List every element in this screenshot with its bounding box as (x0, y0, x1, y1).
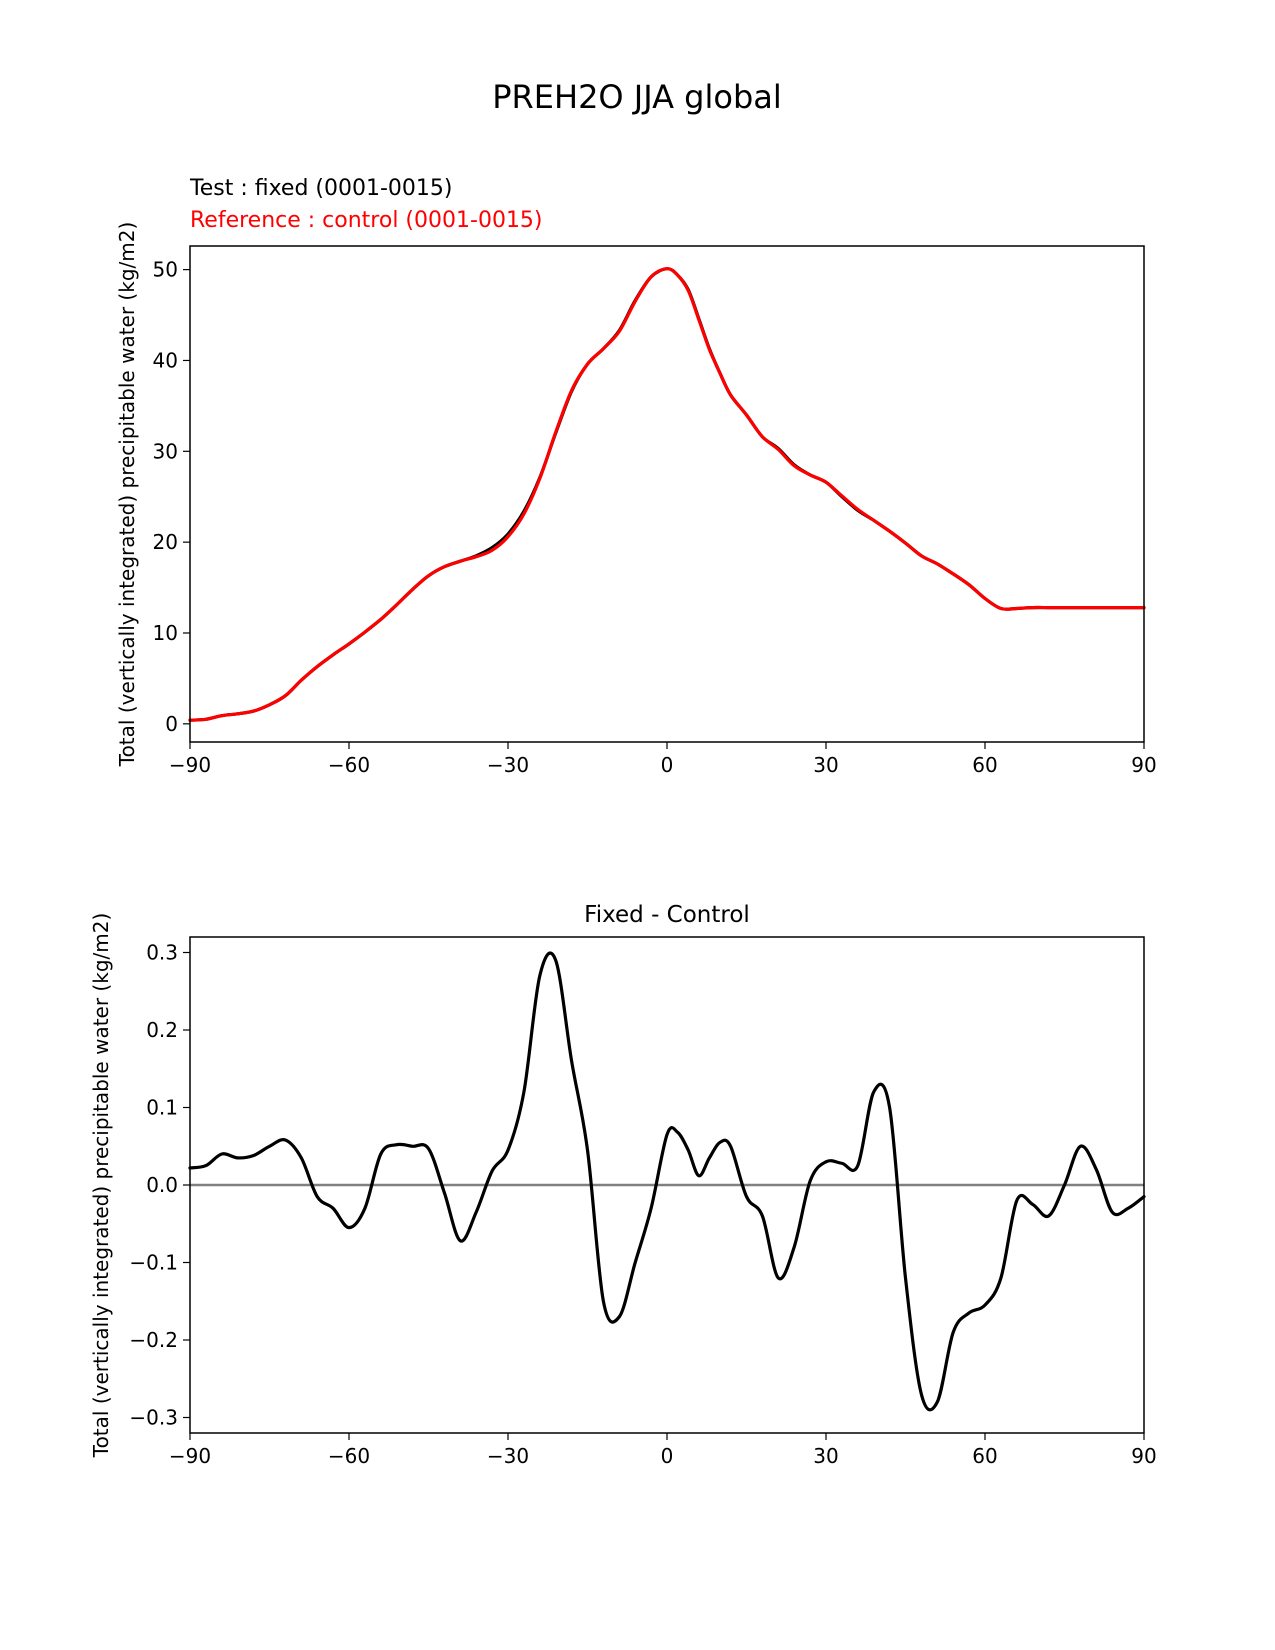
top-x-tick-label: 0 (661, 753, 674, 777)
top-y-tick-label: 40 (153, 348, 178, 372)
bottom-y-tick-label: 0.0 (146, 1173, 178, 1197)
top-series-lines (188, 267, 1146, 722)
bottom-y-tick-label: 0.1 (146, 1096, 178, 1120)
top-x-tick-label: −60 (328, 753, 370, 777)
bottom-x-tick-label: 0 (661, 1444, 674, 1468)
bottom-y-tick-label: −0.1 (129, 1251, 178, 1275)
top-x-tick-label: −30 (487, 753, 529, 777)
top-y-tick-label: 50 (153, 258, 178, 282)
top-x-tick-label: 90 (1131, 753, 1156, 777)
bottom-y-tick-label: 0.2 (146, 1018, 178, 1042)
test-legend-line: Test : fixed (0001-0015) (189, 176, 453, 201)
top-axis-ticks: −90 −60 −30 0 30 60 90 0 10 20 30 40 50 (153, 258, 1157, 777)
bottom-x-tick-label: 30 (813, 1444, 838, 1468)
bottom-series-lines (188, 951, 1146, 1412)
top-x-tick-label: 30 (813, 753, 838, 777)
top-plot-frame (189, 245, 1145, 743)
bottom-y-axis-label: Total (vertically integrated) precipitab… (89, 913, 113, 1459)
bottom-y-tick-label: 0.3 (146, 941, 178, 965)
top-chart-panel: Test : fixed (0001-0015) Reference : con… (115, 176, 1157, 777)
top-x-tick-label: 60 (972, 753, 997, 777)
top-x-tick-label: −90 (169, 753, 211, 777)
bottom-x-tick-label: 90 (1131, 1444, 1156, 1468)
figure-title: PREH2O JJA global (492, 78, 782, 116)
bottom-x-tick-label: −90 (169, 1444, 211, 1468)
top-y-tick-label: 10 (153, 621, 178, 645)
bottom-x-tick-label: −60 (328, 1444, 370, 1468)
bottom-y-tick-label: −0.3 (129, 1406, 178, 1430)
top-y-tick-label: 30 (153, 439, 178, 463)
bottom-chart-title: Fixed - Control (584, 902, 750, 928)
bottom-x-tick-label: 60 (972, 1444, 997, 1468)
reference-legend-line: Reference : control (0001-0015) (190, 208, 543, 233)
top-series-line-0 (188, 267, 1146, 722)
top-y-axis-label: Total (vertically integrated) precipitab… (115, 222, 139, 768)
bottom-chart-panel: Fixed - Control Total (vertically integr… (89, 902, 1157, 1468)
bottom-series-line-0 (188, 951, 1146, 1412)
bottom-y-tick-label: −0.2 (129, 1328, 178, 1352)
bottom-x-tick-label: −30 (487, 1444, 529, 1468)
bottom-plot-frame (189, 936, 1145, 1434)
top-y-tick-label: 0 (165, 712, 178, 736)
bottom-axis-ticks: −90 −60 −30 0 30 60 90 0.3 0.2 0.1 0.0 −0.1 −0.2 −0.3 (129, 941, 1156, 1469)
top-series-line-1 (188, 267, 1146, 722)
top-y-tick-label: 20 (153, 530, 178, 554)
